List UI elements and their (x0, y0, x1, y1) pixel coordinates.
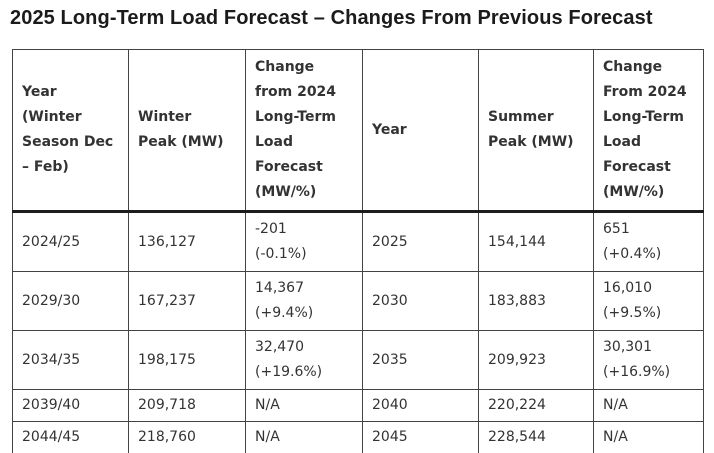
cell-summer-change: 30,301 (+16.9%) (593, 330, 704, 390)
cell-summer-peak: 183,883 (478, 271, 594, 331)
cell-winter-peak: 167,237 (128, 271, 246, 331)
cell-winter-change: -201 (-0.1%) (245, 211, 363, 272)
cell-winter-year: 2044/45 (12, 421, 129, 453)
cell-winter-change: 14,367 (+9.4%) (245, 271, 363, 331)
cell-summer-year: 2040 (362, 389, 479, 422)
cell-summer-change: N/A (593, 421, 704, 453)
col-header-summer-change: Change From 2024 Long-Term Load Forecast… (593, 49, 704, 213)
cell-summer-year: 2035 (362, 330, 479, 390)
cell-summer-year: 2030 (362, 271, 479, 331)
cell-summer-year: 2045 (362, 421, 479, 453)
cell-winter-change: 32,470 (+19.6%) (245, 330, 363, 390)
cell-winter-peak: 218,760 (128, 421, 246, 453)
page-title: 2025 Long-Term Load Forecast – Changes F… (10, 7, 653, 29)
cell-summer-peak: 209,923 (478, 330, 594, 390)
cell-summer-peak: 154,144 (478, 211, 594, 272)
col-header-winter-year: Year (Winter Season Dec – Feb) (12, 49, 129, 213)
cell-summer-change: N/A (593, 389, 704, 422)
cell-summer-change: 651 (+0.4%) (593, 211, 704, 272)
col-header-summer-peak: Summer Peak (MW) (478, 49, 594, 213)
cell-winter-change: N/A (245, 421, 363, 453)
cell-summer-peak: 220,224 (478, 389, 594, 422)
table-row: 2024/25 136,127 -201 (-0.1%) 2025 154,14… (12, 211, 704, 272)
cell-winter-year: 2039/40 (12, 389, 129, 422)
col-header-winter-change: Change from 2024 Long-Term Load Forecast… (245, 49, 363, 213)
cell-winter-year: 2029/30 (12, 271, 129, 331)
col-header-winter-peak: Winter Peak (MW) (128, 49, 246, 213)
cell-winter-change: N/A (245, 389, 363, 422)
table-row: 2029/30 167,237 14,367 (+9.4%) 2030 183,… (12, 271, 704, 331)
cell-winter-peak: 136,127 (128, 211, 246, 272)
table-header-row: Year (Winter Season Dec – Feb) Winter Pe… (12, 49, 704, 213)
load-forecast-table: Year (Winter Season Dec – Feb) Winter Pe… (12, 49, 704, 453)
cell-winter-year: 2024/25 (12, 211, 129, 272)
cell-summer-change: 16,010 (+9.5%) (593, 271, 704, 331)
table-row: 2034/35 198,175 32,470 (+19.6%) 2035 209… (12, 330, 704, 390)
cell-winter-year: 2034/35 (12, 330, 129, 390)
table-row: 2044/45 218,760 N/A 2045 228,544 N/A (12, 421, 704, 453)
cell-summer-year: 2025 (362, 211, 479, 272)
col-header-summer-year: Year (362, 49, 479, 213)
cell-summer-peak: 228,544 (478, 421, 594, 453)
table-row: 2039/40 209,718 N/A 2040 220,224 N/A (12, 389, 704, 422)
cell-winter-peak: 209,718 (128, 389, 246, 422)
cell-winter-peak: 198,175 (128, 330, 246, 390)
